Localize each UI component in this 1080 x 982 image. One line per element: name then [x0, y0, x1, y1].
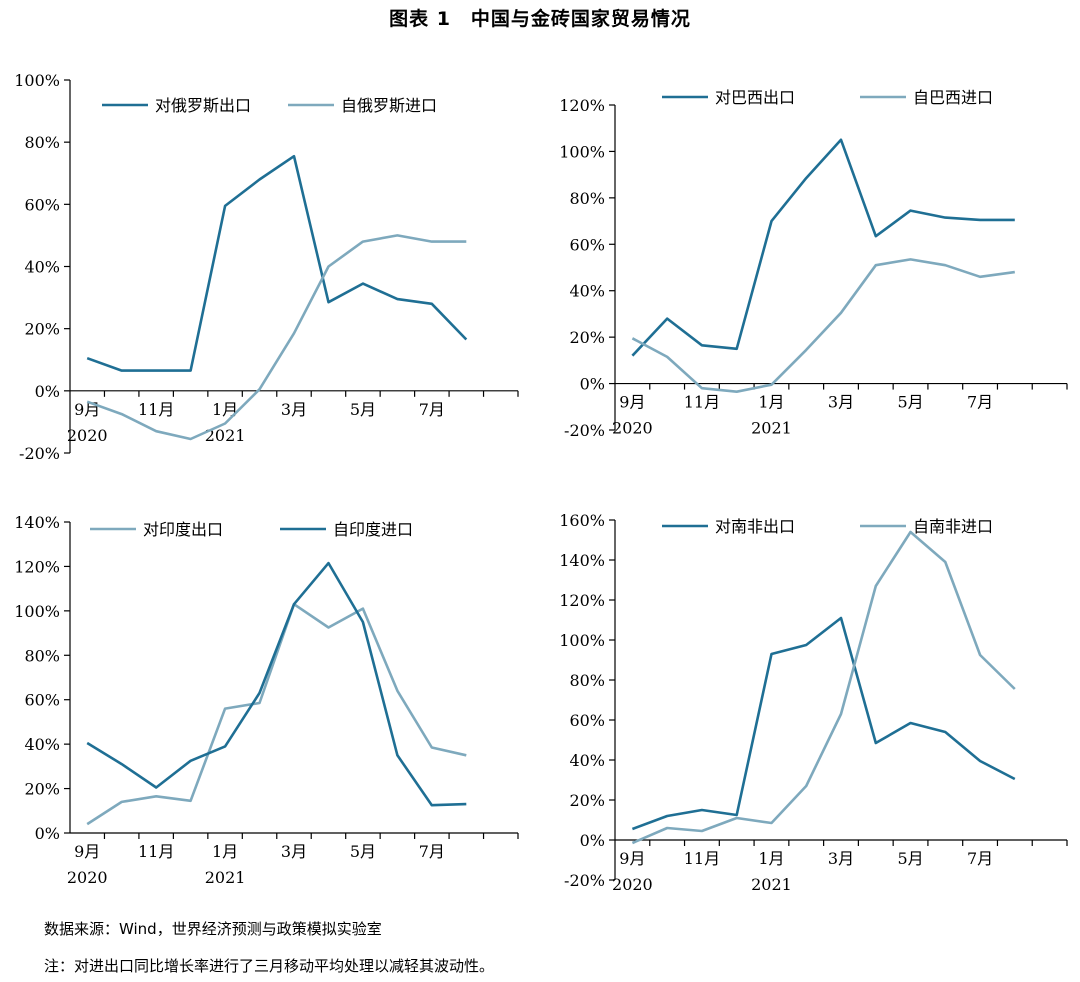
x-year-label: 2021	[205, 426, 246, 445]
x-tick-label: 5月	[897, 393, 923, 412]
y-tick-label: 100%	[559, 631, 605, 650]
y-tick-label: 160%	[559, 511, 605, 530]
x-tick-label: 3月	[281, 842, 307, 861]
y-tick-label: 0%	[35, 382, 60, 401]
x-tick-label: 7月	[419, 400, 445, 419]
x-year-label: 2020	[612, 419, 653, 438]
x-tick-label: 7月	[967, 849, 993, 868]
y-tick-label: 0%	[580, 375, 605, 394]
x-tick-label: 3月	[828, 393, 854, 412]
x-year-label: 2021	[205, 868, 246, 887]
y-tick-label: 40%	[569, 282, 605, 301]
x-tick-label: 5月	[897, 849, 923, 868]
y-tick-label: 20%	[24, 320, 60, 339]
series-line-b	[86, 234, 467, 441]
y-tick-label: 140%	[14, 513, 60, 532]
chart-russia: -20% 0% 20% 40% 60% 80% 100% 9月 11月 1月 3月 5月 7月 2020 2…	[0, 60, 540, 470]
x-tick-label: 5月	[350, 400, 376, 419]
x-tick-label: 11月	[138, 842, 174, 861]
y-tick-label: 80%	[24, 646, 60, 665]
y-tick-label: 120%	[559, 96, 605, 115]
y-tick-label: 120%	[14, 557, 60, 576]
x-tick-label: 7月	[967, 393, 993, 412]
legend-label: 对巴西出口	[715, 88, 795, 107]
chart-brazil: -20% 0% 20% 40% 60% 80% 100% 120% 9月 11月 1月 3月 5月 7月 2…	[540, 60, 1080, 470]
y-tick-label: 80%	[24, 133, 60, 152]
legend-label: 对南非出口	[715, 517, 795, 536]
source-note: 数据来源：Wind，世界经济预测与政策模拟实验室	[44, 920, 382, 938]
series-line-a	[86, 602, 467, 826]
chart-india: 0% 20% 40% 60% 80% 100% 120% 140% 9月 11月 1月 3月 5月 7月 2…	[0, 500, 540, 910]
series-line-a	[631, 616, 1016, 831]
y-tick-label: 100%	[559, 142, 605, 161]
legend-label: 自巴西进口	[913, 88, 993, 107]
x-tick-label: 1月	[758, 393, 784, 412]
y-tick-label: 140%	[559, 551, 605, 570]
y-tick-label: 40%	[24, 735, 60, 754]
y-tick-label: -20%	[19, 444, 60, 463]
chart-brazil-svg: -20% 0% 20% 40% 60% 80% 100% 120% 9月 11月 1月 3月 5月 7月 2…	[559, 88, 1068, 440]
x-tick-label: 1月	[212, 842, 238, 861]
y-tick-label: -20%	[564, 421, 605, 440]
series-line-a	[631, 138, 1015, 357]
y-tick-label: 80%	[569, 671, 605, 690]
figure-title: 图表 1 中国与金砖国家贸易情况	[389, 8, 691, 30]
y-tick-label: 0%	[35, 824, 60, 843]
y-tick-label: 20%	[569, 791, 605, 810]
method-note: 注：对进出口同比增长率进行了三月移动平均处理以减轻其波动性。	[44, 957, 495, 975]
chart-india-svg: 0% 20% 40% 60% 80% 100% 120% 140% 9月 11月 1月 3月 5月 7月 2…	[14, 513, 519, 887]
legend-label: 自南非进口	[913, 517, 993, 536]
y-tick-label: 60%	[24, 691, 60, 710]
x-tick-label: 11月	[138, 400, 174, 419]
y-tick-label: 100%	[14, 71, 60, 90]
y-tick-label: 120%	[559, 591, 605, 610]
legend-label: 自俄罗斯进口	[341, 96, 437, 115]
x-tick-label: 9月	[619, 393, 645, 412]
y-tick-label: 0%	[580, 831, 605, 850]
chart-south-africa-svg: -20% 0% 20% 40% 60% 80% 100% 120% 140% 160% 9月 11月 1…	[559, 511, 1068, 894]
x-tick-label: 1月	[758, 849, 784, 868]
y-tick-label: -20%	[564, 871, 605, 890]
x-tick-label: 5月	[350, 842, 376, 861]
chart-south-africa: -20% 0% 20% 40% 60% 80% 100% 120% 140% 160% 9月 11月 1…	[540, 500, 1080, 910]
y-tick-label: 40%	[24, 258, 60, 277]
x-tick-label: 3月	[828, 849, 854, 868]
y-tick-label: 60%	[569, 235, 605, 254]
x-year-label: 2020	[612, 875, 653, 894]
y-tick-label: 60%	[24, 195, 60, 214]
y-tick-label: 100%	[14, 602, 60, 621]
series-line-b	[631, 530, 1016, 845]
x-tick-label: 7月	[419, 842, 445, 861]
series-line-a	[86, 154, 468, 372]
x-year-label: 2021	[751, 419, 792, 438]
y-tick-label: 40%	[569, 751, 605, 770]
y-tick-label: 60%	[569, 711, 605, 730]
x-tick-label: 3月	[281, 400, 307, 419]
x-tick-label: 9月	[74, 842, 100, 861]
series-line-b	[86, 561, 467, 807]
x-year-label: 2021	[751, 875, 792, 894]
x-year-label: 2020	[67, 868, 108, 887]
y-tick-label: 20%	[24, 780, 60, 799]
x-year-label: 2020	[67, 426, 108, 445]
y-tick-label: 80%	[569, 189, 605, 208]
x-tick-label: 11月	[684, 849, 720, 868]
x-tick-label: 1月	[212, 400, 238, 419]
legend-label: 自印度进口	[333, 520, 413, 539]
legend-label: 对俄罗斯出口	[155, 96, 251, 115]
x-tick-label: 11月	[684, 393, 720, 412]
legend-label: 对印度出口	[143, 520, 223, 539]
x-tick-label: 9月	[619, 849, 645, 868]
series-line-b	[631, 258, 1015, 394]
y-tick-label: 20%	[569, 328, 605, 347]
